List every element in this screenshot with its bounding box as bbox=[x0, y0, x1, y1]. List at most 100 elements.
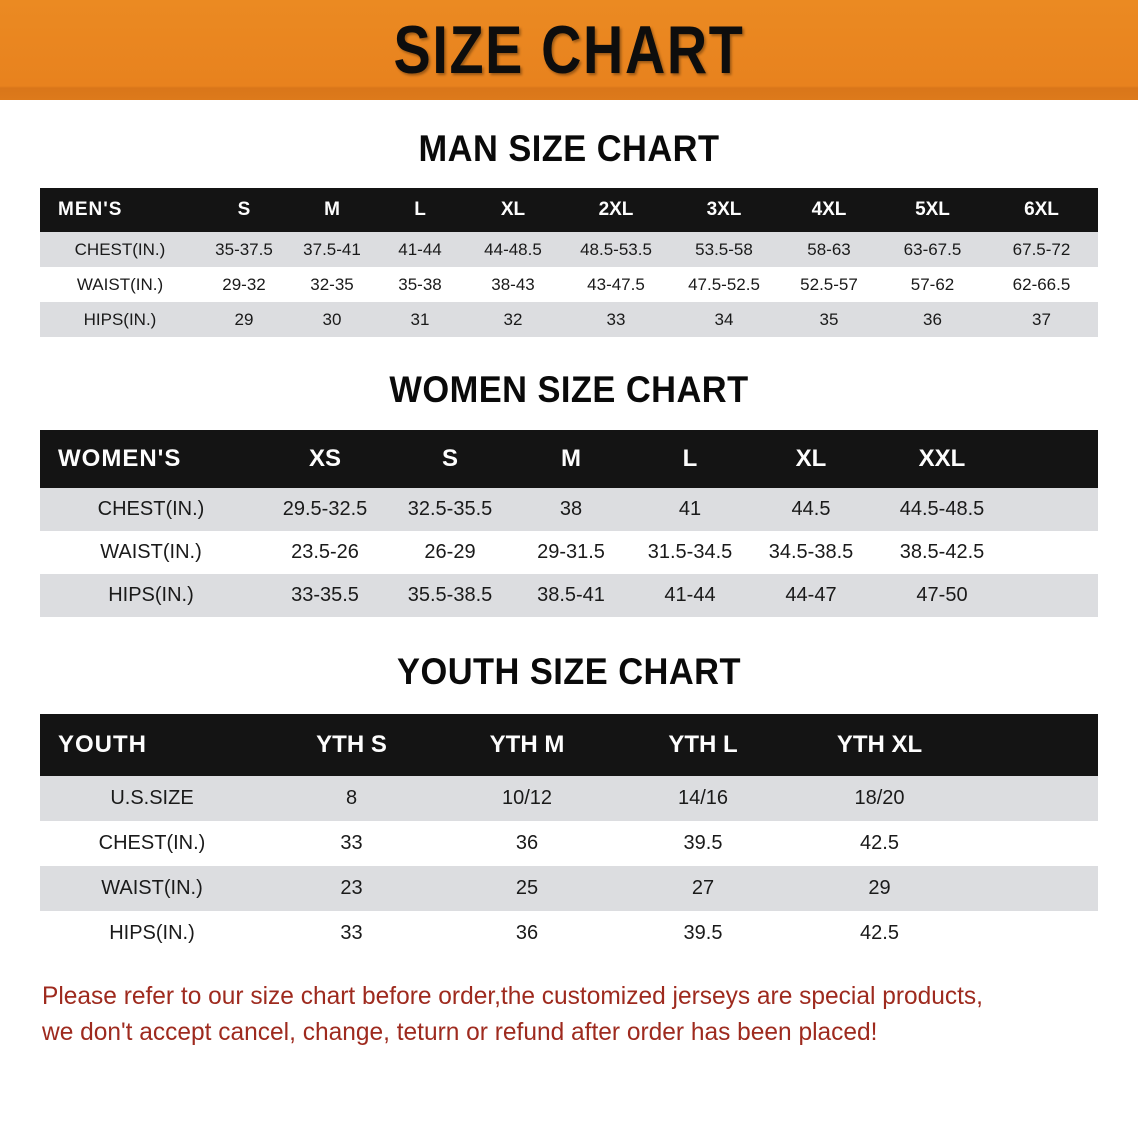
man-cell-value: 35 bbox=[819, 309, 839, 329]
women-cell-value: 38 bbox=[559, 498, 583, 520]
women-cell-spacer bbox=[1012, 574, 1098, 617]
youth-corner-label: YOUTH bbox=[58, 731, 147, 758]
women-table-body: CHEST(IN.) 29.5-32.5 32.5-35.5 38 41 44.5 44.5… bbox=[40, 488, 1098, 617]
man-cell-value: 37.5-41 bbox=[303, 239, 361, 259]
women-table-header-row: WOMEN'S XS S M L XL XXL bbox=[40, 430, 1098, 488]
youth-cell-value: 42.5 bbox=[860, 922, 899, 944]
youth-table-header-row: YOUTH YTH S YTH M YTH L YTH XL bbox=[40, 714, 1098, 776]
youth-cell-value: 36 bbox=[515, 832, 539, 854]
women-cell-value: 29-31.5 bbox=[537, 541, 605, 563]
women-column-header-xxl: XXL bbox=[918, 445, 966, 472]
man-cell-value: 31 bbox=[410, 309, 430, 329]
women-cell-value: 29.5-32.5 bbox=[282, 498, 368, 520]
man-cell-value: 37 bbox=[1032, 309, 1051, 329]
table-row: HIPS(IN.) 33 36 39.5 42.5 bbox=[40, 911, 1098, 956]
youth-column-header-yth-l: YTH L bbox=[668, 731, 738, 758]
women-cell-value: 41-44 bbox=[664, 584, 716, 606]
women-corner-label: WOMEN'S bbox=[58, 445, 182, 472]
table-row: WAIST(IN.) 29-32 32-35 35-38 38-43 43-47.5 47.… bbox=[40, 267, 1098, 302]
table-row: WAIST(IN.) 23 25 27 29 bbox=[40, 866, 1098, 911]
youth-section-title: YOUTH SIZE CHART bbox=[397, 651, 741, 692]
youth-cell-value: 33 bbox=[340, 922, 363, 944]
women-cell-value: 44-47 bbox=[785, 584, 837, 606]
table-row: WAIST(IN.) 23.5-26 26-29 29-31.5 31.5-34.5 34… bbox=[40, 531, 1098, 574]
man-section-title: MAN SIZE CHART bbox=[418, 128, 720, 169]
man-size-table: MEN'S S M L XL 2XL 3XL 4XL 5XL 6XL CHEST(IN.) 35-3… bbox=[40, 188, 1098, 337]
youth-cell-value: 14/16 bbox=[677, 787, 729, 809]
women-cell-value: 47-50 bbox=[916, 584, 968, 606]
women-section-title: WOMEN SIZE CHART bbox=[389, 369, 749, 410]
man-table-header-row: MEN'S S M L XL 2XL 3XL 4XL 5XL 6XL bbox=[40, 188, 1098, 232]
man-column-header-5xl: 5XL bbox=[915, 199, 950, 220]
youth-cell-value: 29 bbox=[868, 877, 891, 899]
man-column-header-4xl: 4XL bbox=[811, 199, 847, 220]
man-cell-value: 30 bbox=[322, 309, 342, 329]
women-column-header-spacer bbox=[1012, 430, 1098, 488]
table-row: CHEST(IN.) 35-37.5 37.5-41 41-44 44-48.5 48.5… bbox=[40, 232, 1098, 267]
women-column-header-xl: XL bbox=[795, 445, 827, 472]
man-column-header-6xl: 6XL bbox=[1024, 199, 1059, 220]
youth-cell-value: 42.5 bbox=[860, 832, 899, 854]
women-row-label: WAIST(IN.) bbox=[100, 541, 202, 563]
page-banner: SIZE CHART bbox=[0, 0, 1138, 100]
women-cell-spacer bbox=[1012, 488, 1098, 531]
women-cell-value: 38.5-41 bbox=[537, 584, 605, 606]
women-cell-value: 44.5-48.5 bbox=[899, 498, 985, 520]
women-column-header-s: S bbox=[441, 445, 458, 472]
women-cell-value: 35.5-38.5 bbox=[407, 584, 493, 606]
man-row-label: WAIST(IN.) bbox=[76, 274, 164, 294]
youth-cell-value: 23 bbox=[340, 877, 363, 899]
women-cell-value: 33-35.5 bbox=[291, 584, 359, 606]
youth-column-header-yth-s: YTH S bbox=[316, 731, 387, 758]
youth-cell-spacer bbox=[968, 866, 1098, 911]
table-row: HIPS(IN.) 29 30 31 32 33 34 35 36 37 bbox=[40, 302, 1098, 337]
youth-column-header-yth-m: YTH M bbox=[489, 731, 565, 758]
youth-chart-wrapper: YOUTH YTH S YTH M YTH L YTH XL U.S.SIZE 8 10/1… bbox=[40, 714, 1098, 956]
women-row-label: CHEST(IN.) bbox=[97, 498, 205, 520]
man-column-header-3xl: 3XL bbox=[706, 199, 742, 220]
women-cell-value: 23.5-26 bbox=[291, 541, 359, 563]
man-cell-value: 33 bbox=[606, 309, 626, 329]
youth-cell-value: 25 bbox=[515, 877, 539, 899]
women-chart-wrapper: WOMEN'S XS S M L XL XXL CHEST(IN.) 29.5-32.5 32.… bbox=[40, 430, 1098, 617]
man-column-header-s: S bbox=[237, 199, 251, 220]
youth-cell-value: 18/20 bbox=[854, 787, 905, 809]
youth-cell-spacer bbox=[968, 821, 1098, 866]
page-title: SIZE CHART bbox=[393, 12, 745, 88]
man-row-label: HIPS(IN.) bbox=[83, 309, 157, 329]
table-row: CHEST(IN.) 29.5-32.5 32.5-35.5 38 41 44.5 44.5… bbox=[40, 488, 1098, 531]
man-column-header-m: M bbox=[324, 199, 340, 220]
youth-cell-value: 10/12 bbox=[501, 787, 553, 809]
youth-row-label: CHEST(IN.) bbox=[98, 832, 206, 854]
man-cell-value: 44-48.5 bbox=[484, 239, 542, 259]
women-cell-value: 26-29 bbox=[424, 541, 476, 563]
women-column-header-l: L bbox=[682, 445, 698, 472]
man-column-header-2xl: 2XL bbox=[598, 199, 634, 220]
youth-cell-value: 8 bbox=[345, 787, 358, 809]
youth-cell-spacer bbox=[968, 776, 1098, 821]
youth-cell-value: 27 bbox=[691, 877, 715, 899]
women-cell-value: 38.5-42.5 bbox=[899, 541, 985, 563]
man-cell-value: 52.5-57 bbox=[800, 274, 858, 294]
man-table-body: CHEST(IN.) 35-37.5 37.5-41 41-44 44-48.5 48.5… bbox=[40, 232, 1098, 337]
man-cell-value: 57-62 bbox=[910, 274, 955, 294]
youth-cell-value: 39.5 bbox=[683, 832, 723, 854]
man-cell-value: 35-38 bbox=[398, 274, 442, 294]
man-cell-value: 53.5-58 bbox=[695, 239, 753, 259]
man-row-label: CHEST(IN.) bbox=[74, 239, 166, 259]
man-cell-value: 62-66.5 bbox=[1012, 274, 1071, 294]
disclaimer-line-1: Please refer to our size chart before or… bbox=[42, 982, 983, 1010]
man-cell-value: 36 bbox=[923, 309, 942, 329]
table-row: CHEST(IN.) 33 36 39.5 42.5 bbox=[40, 821, 1098, 866]
man-cell-value: 58-63 bbox=[807, 239, 851, 259]
youth-row-label: WAIST(IN.) bbox=[101, 877, 203, 899]
youth-table-body: U.S.SIZE 8 10/12 14/16 18/20 CHEST(IN.) 33 36 39… bbox=[40, 776, 1098, 956]
women-row-label: HIPS(IN.) bbox=[108, 584, 194, 606]
man-chart-wrapper: MEN'S S M L XL 2XL 3XL 4XL 5XL 6XL CHEST(IN.) 35-3… bbox=[40, 188, 1098, 337]
youth-cell-spacer bbox=[968, 911, 1098, 956]
table-row: U.S.SIZE 8 10/12 14/16 18/20 bbox=[40, 776, 1098, 821]
man-cell-value: 34 bbox=[714, 309, 734, 329]
man-cell-value: 35-37.5 bbox=[215, 239, 273, 259]
youth-size-table: YOUTH YTH S YTH M YTH L YTH XL U.S.SIZE 8 10/1… bbox=[40, 714, 1098, 956]
man-cell-value: 67.5-72 bbox=[1012, 239, 1071, 259]
